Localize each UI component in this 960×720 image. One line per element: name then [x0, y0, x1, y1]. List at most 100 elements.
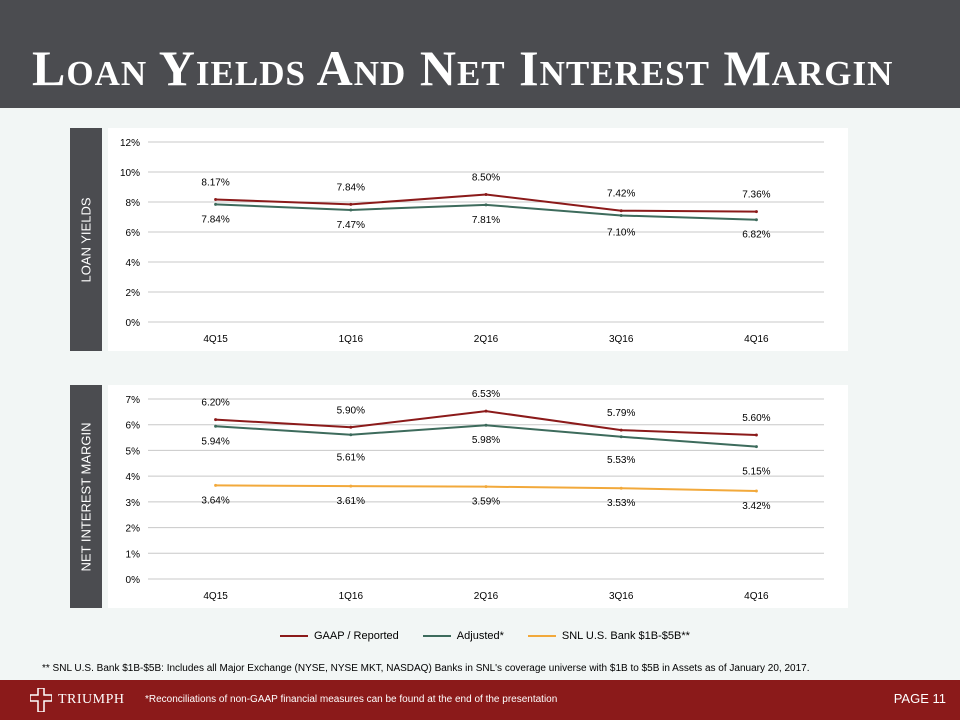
loan-yields-label-text: LOAN YIELDS: [78, 196, 94, 283]
y-tick-label: 8%: [126, 198, 141, 209]
y-tick-label: 1%: [126, 549, 141, 560]
data-label: 6.53%: [472, 389, 500, 400]
data-label: 5.61%: [337, 453, 365, 464]
nim-section-label: NET INTEREST MARGIN: [70, 385, 102, 608]
nim-chart: 0% 1% 2% 3% 4% 5% 6% 7% 4Q15 1Q16 2Q16 3Q16 4Q16 6.20…: [108, 385, 848, 608]
x-tick-label: 4Q16: [744, 334, 769, 345]
data-label: 6.82%: [742, 230, 770, 241]
data-label: 7.47%: [337, 220, 365, 231]
y-tick-label: 6%: [126, 228, 141, 239]
legend-swatch-gaap: [280, 635, 308, 637]
data-point: [349, 208, 353, 212]
data-label: 3.53%: [607, 498, 635, 509]
data-label: 5.60%: [742, 413, 770, 424]
data-point: [214, 418, 218, 422]
page-title: Loan Yields And Net Interest Margin: [32, 40, 894, 96]
y-tick-label: 2%: [126, 524, 141, 535]
legend-label-adjusted: Adjusted*: [456, 630, 504, 642]
legend-label-gaap: GAAP / Reported: [314, 630, 399, 642]
loan-yields-chart: 0% 2% 4% 6% 8% 10% 12% 4Q15 1Q16 2Q16 3Q16 4Q16 8.17…: [108, 128, 848, 351]
data-point: [349, 202, 353, 206]
logo-text: TRIUMPH: [58, 692, 125, 707]
footer-note: *Reconciliations of non-GAAP financial m…: [145, 694, 558, 705]
data-point: [349, 425, 353, 429]
cross-icon: [30, 688, 52, 712]
data-label: 5.94%: [201, 436, 229, 447]
data-label: 5.90%: [337, 405, 365, 416]
legend-item-adjusted: Adjusted*: [422, 630, 504, 642]
x-tick-label: 4Q16: [744, 591, 769, 602]
header-bar: Loan Yields And Net Interest Margin: [0, 0, 960, 108]
footnote: ** SNL U.S. Bank $1B-$5B: Includes all M…: [42, 663, 810, 674]
data-point: [754, 445, 758, 449]
data-label: 5.15%: [742, 467, 770, 478]
legend-swatch-snl: [527, 635, 556, 637]
data-point: [214, 424, 218, 428]
data-label: 5.53%: [607, 455, 635, 466]
y-tick-label: 10%: [120, 168, 140, 179]
data-label: 6.20%: [201, 398, 229, 409]
data-label: 3.42%: [742, 501, 770, 512]
data-point: [484, 203, 488, 207]
data-label: 3.61%: [337, 496, 365, 507]
data-point: [484, 409, 488, 413]
x-tick-label: 2Q16: [474, 334, 499, 345]
y-tick-label: 5%: [126, 446, 141, 457]
y-tick-label: 7%: [126, 395, 141, 406]
data-label: 3.59%: [472, 497, 500, 508]
data-label: 7.10%: [607, 228, 635, 239]
data-point: [484, 193, 488, 196]
data-point: [619, 486, 623, 490]
x-tick-label: 3Q16: [609, 591, 634, 602]
nim-svg: 0% 1% 2% 3% 4% 5% 6% 7% 4Q15 1Q16 2Q16 3Q16 4Q16 6.20…: [126, 389, 824, 602]
data-label: 8.17%: [201, 177, 229, 188]
x-tick-label: 3Q16: [609, 334, 634, 345]
x-tick-label: 2Q16: [474, 591, 499, 602]
data-point: [619, 214, 623, 217]
series-line: [215, 193, 757, 213]
page-number: PAGE 11: [893, 691, 946, 706]
x-tick-label: 4Q15: [203, 591, 228, 602]
loan-yields-section-label: LOAN YIELDS: [70, 128, 102, 351]
legend-item-snl: SNL U.S. Bank $1B-$5B**: [527, 630, 690, 642]
y-tick-label: 12%: [120, 138, 140, 149]
legend-swatch-adjusted: [422, 635, 451, 637]
data-label: 5.98%: [472, 435, 500, 446]
data-point: [619, 435, 623, 439]
data-label: 7.84%: [201, 214, 229, 225]
data-point: [349, 484, 353, 488]
data-point: [349, 433, 353, 437]
y-tick-label: 3%: [126, 498, 141, 509]
data-point: [214, 483, 218, 487]
chart-legend: GAAP / Reported Adjusted* SNL U.S. Bank …: [280, 626, 690, 646]
data-label: 5.79%: [607, 408, 635, 419]
data-label: 7.42%: [607, 189, 635, 200]
loan-yields-svg: 0% 2% 4% 6% 8% 10% 12% 4Q15 1Q16 2Q16 3Q16 4Q16 8.17…: [120, 138, 824, 345]
y-tick-label: 6%: [126, 421, 141, 432]
data-point: [619, 209, 623, 213]
nim-label-text: NET INTEREST MARGIN: [78, 421, 94, 572]
y-tick-label: 2%: [126, 288, 141, 299]
data-point: [619, 428, 623, 432]
triumph-logo: TRIUMPH: [30, 688, 125, 712]
data-label: 3.64%: [201, 495, 229, 506]
legend-label-snl: SNL U.S. Bank $1B-$5B**: [561, 630, 690, 642]
footer-bar: TRIUMPH *Reconciliations of non-GAAP fin…: [0, 680, 960, 720]
data-point: [754, 210, 758, 214]
data-label: 7.81%: [472, 215, 500, 226]
x-tick-label: 1Q16: [339, 334, 364, 345]
legend-item-gaap: GAAP / Reported: [280, 630, 399, 642]
y-tick-label: 0%: [126, 575, 141, 586]
data-label: 7.84%: [337, 182, 365, 193]
y-tick-label: 0%: [126, 318, 141, 329]
data-point: [214, 202, 218, 206]
data-point: [484, 485, 488, 489]
data-point: [754, 433, 758, 437]
data-point: [484, 423, 488, 427]
data-label: 7.36%: [742, 190, 770, 201]
data-point: [754, 218, 758, 222]
data-label: 8.50%: [472, 173, 500, 184]
x-tick-label: 4Q15: [203, 334, 228, 345]
x-tick-label: 1Q16: [339, 591, 364, 602]
y-tick-label: 4%: [126, 258, 141, 269]
